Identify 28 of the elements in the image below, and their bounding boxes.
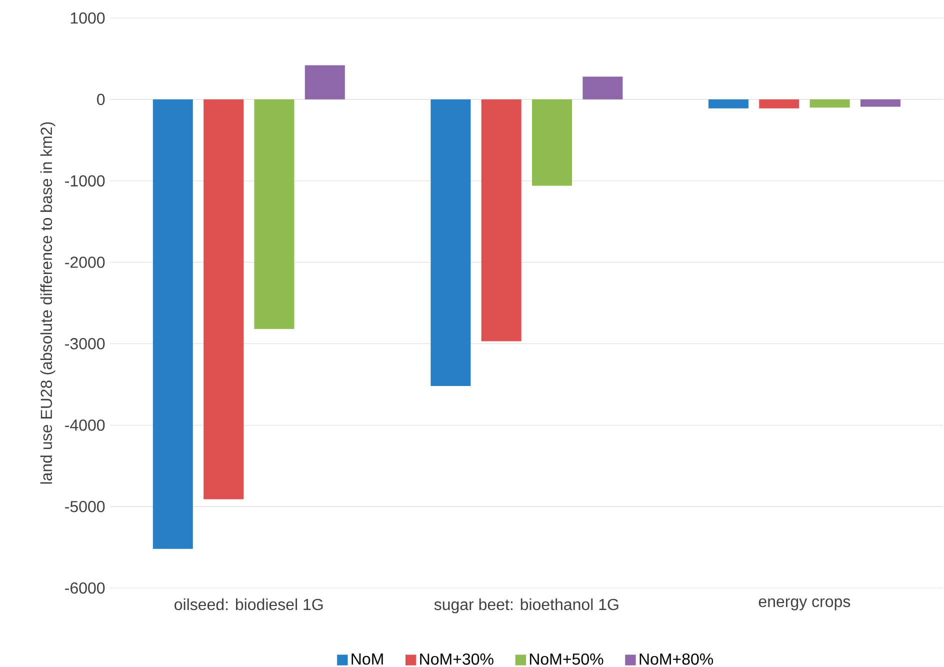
- bar: [708, 100, 748, 109]
- bar: [481, 100, 522, 342]
- bar: [430, 100, 471, 386]
- bar: [532, 100, 572, 186]
- y-tick-label: -3000: [65, 338, 105, 350]
- x-tick-label: oilseed: biodiesel 1G: [174, 598, 323, 610]
- y-tick-label: -4000: [65, 420, 105, 431]
- y-tick-label: -6000: [65, 582, 105, 594]
- y-tick-label: -2000: [65, 256, 105, 268]
- y-tick-label: 1000: [70, 12, 105, 24]
- legend-label: NoM+30%: [420, 654, 494, 665]
- bar: [204, 100, 244, 500]
- bar: [152, 100, 193, 550]
- bar: [810, 100, 850, 108]
- bar: [304, 65, 345, 100]
- bar: [860, 100, 900, 107]
- bar: [582, 76, 623, 100]
- bar: [759, 100, 800, 109]
- y-tick-label: -5000: [65, 501, 105, 512]
- x-tick-label: energy crops: [758, 598, 850, 610]
- legend-label: NoM: [352, 654, 383, 665]
- y-axis-title: land use EU28 (absolute difference to base in km2): [40, 122, 56, 484]
- y-tick-label: -1000: [65, 175, 105, 187]
- y-tick-label: 0: [97, 94, 105, 106]
- bar: [254, 100, 294, 330]
- x-tick-label: sugar beet: bioethanol 1G: [434, 598, 618, 614]
- legend-label: NoM+50%: [530, 654, 604, 665]
- legend-label: NoM+80%: [640, 654, 714, 665]
